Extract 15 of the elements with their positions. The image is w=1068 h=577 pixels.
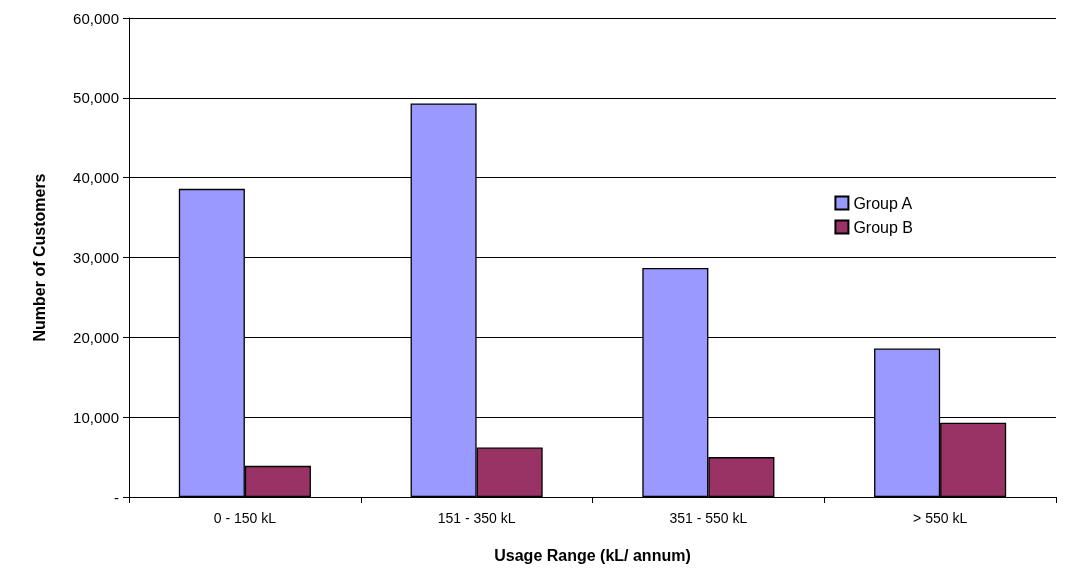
y-axis-title: Number of Customers — [30, 173, 48, 342]
y-tick-label: 30,000 — [73, 249, 119, 266]
x-tick-label: 351 - 550 kL — [669, 510, 748, 526]
x-tick-label: 151 - 350 kL — [437, 510, 516, 526]
x-tick-label: 0 - 150 kL — [213, 510, 277, 526]
y-tick-label: 40,000 — [73, 169, 119, 187]
y-tick-label: 20,000 — [73, 328, 119, 346]
y-tick-label: 10,000 — [73, 408, 119, 426]
y-tick-label: - — [114, 488, 119, 506]
x-axis-title: Usage Range (kL/ annum) — [494, 546, 691, 564]
y-tick-label: 60,000 — [73, 9, 119, 27]
x-tick-label: > 550 kL — [913, 510, 968, 526]
legend-label: Group B — [853, 218, 914, 236]
y-tick-label: 50,000 — [73, 89, 119, 107]
legend-label: Group A — [853, 194, 913, 212]
